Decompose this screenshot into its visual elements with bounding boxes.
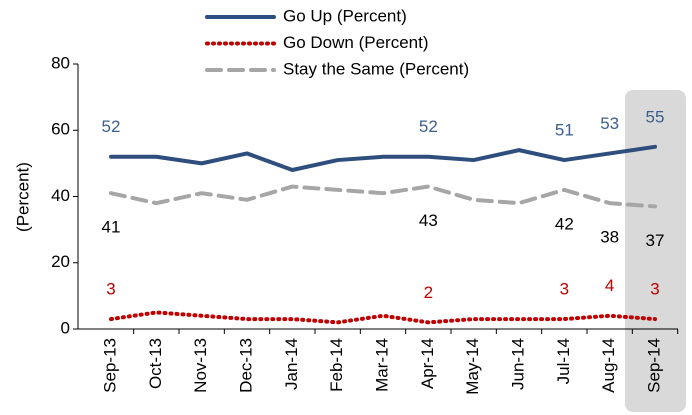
data-label: 4: [605, 276, 614, 295]
y-tick-label: 20: [51, 252, 70, 271]
data-label: 2: [424, 283, 433, 302]
data-label: 3: [560, 280, 569, 299]
x-tick-label: Apr-14: [418, 338, 437, 389]
legend-label: Go Up (Percent): [283, 6, 407, 25]
data-label: 51: [555, 121, 574, 140]
data-label: 3: [106, 280, 115, 299]
x-tick-label: Feb-14: [327, 338, 346, 392]
highlight-band: [625, 90, 686, 412]
series-line: [109, 310, 657, 325]
x-tick-label: Dec-13: [236, 338, 255, 393]
x-tick-label: Oct-13: [146, 338, 165, 389]
legend-label: Go Down (Percent): [283, 33, 429, 52]
x-tick-label: Jul-14: [554, 338, 573, 384]
x-tick-label: Mar-14: [372, 338, 391, 392]
x-tick-label: Jun-14: [508, 338, 527, 390]
y-tick-label: 80: [51, 53, 70, 72]
y-tick-label: 40: [51, 186, 70, 205]
data-label: 37: [646, 231, 665, 250]
data-label: 53: [600, 114, 619, 133]
y-axis-label: (Percent): [13, 162, 32, 232]
x-tick-label: May-14: [463, 338, 482, 395]
x-tick-label: Nov-13: [191, 338, 210, 393]
legend-label: Stay the Same (Percent): [283, 59, 469, 78]
data-label: 38: [600, 228, 619, 247]
y-tick-label: 0: [61, 318, 70, 337]
x-tick-label: Aug-14: [599, 338, 618, 393]
data-label: 42: [555, 214, 574, 233]
data-label: 43: [419, 211, 438, 230]
series-line: [109, 184, 657, 209]
data-label: 52: [419, 117, 438, 136]
y-tick-label: 60: [51, 120, 70, 139]
series-line: [109, 144, 657, 172]
data-label: 3: [650, 280, 659, 299]
x-tick-label: Jan-14: [282, 338, 301, 390]
data-label: 41: [102, 218, 121, 237]
data-label: 55: [646, 107, 665, 126]
x-tick-label: Sep-14: [644, 338, 663, 393]
data-label: 52: [102, 117, 121, 136]
x-tick-label: Sep-13: [100, 338, 119, 393]
